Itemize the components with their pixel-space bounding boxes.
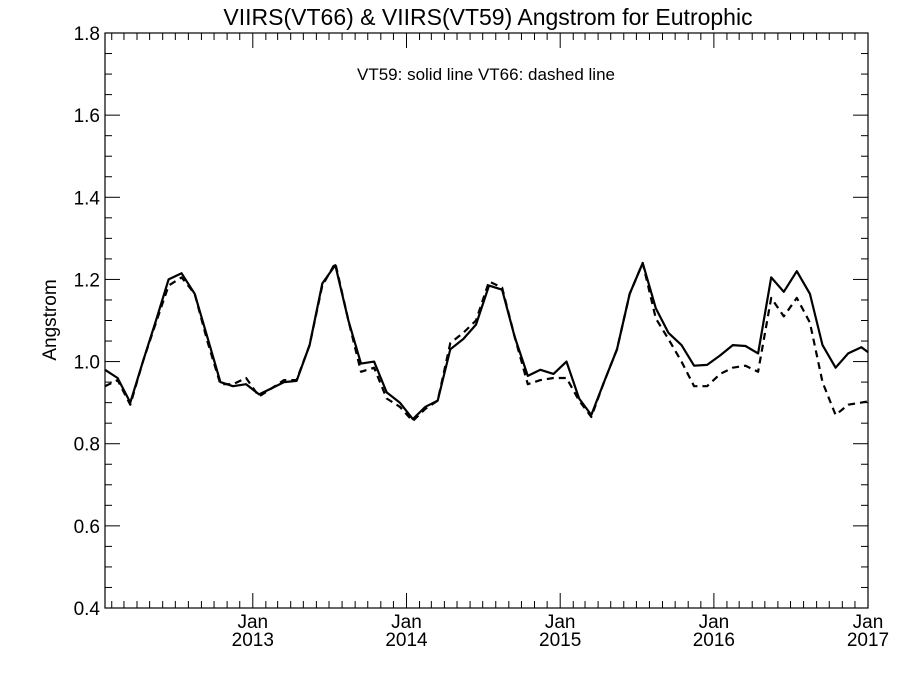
y-tick-label: 0.4 xyxy=(74,599,101,620)
x-tick-year-label: 2017 xyxy=(847,630,889,651)
x-tick-year-label: 2013 xyxy=(232,630,274,651)
y-axis-label: Angstrom xyxy=(40,279,61,360)
x-tick-month-label: Jan xyxy=(545,612,576,633)
y-tick-label: 1.0 xyxy=(74,353,100,374)
x-tick-month-label: Jan xyxy=(391,612,422,633)
y-tick-label: 1.8 xyxy=(74,24,100,45)
series-line-vt66 xyxy=(104,261,869,423)
y-tick-label: 0.8 xyxy=(74,435,100,456)
y-tick-label: 1.6 xyxy=(74,106,100,127)
line-style-note: VT59: solid line VT66: dashed line xyxy=(357,65,615,84)
plot-frame xyxy=(104,32,869,609)
x-tick-year-label: 2015 xyxy=(539,630,581,651)
chart-title: VIIRS(VT66) & VIIRS(VT59) Angstrom for E… xyxy=(223,4,752,30)
x-tick-year-label: 2014 xyxy=(385,630,428,651)
series-line-vt59 xyxy=(104,261,869,421)
axis-ticks xyxy=(105,32,869,609)
x-tick-year-label: 2016 xyxy=(693,630,735,651)
y-tick-label: 1.2 xyxy=(74,270,100,291)
x-tick-month-label: Jan xyxy=(699,612,730,633)
y-tick-label: 1.4 xyxy=(74,188,101,209)
y-tick-labels: 0.4 0.6 0.8 1.0 1.2 1.4 1.6 1.8 xyxy=(74,24,101,620)
x-tick-month-label: Jan xyxy=(237,612,268,633)
x-tick-month-label: Jan xyxy=(853,612,884,633)
series-lines xyxy=(104,261,869,423)
y-tick-label: 0.6 xyxy=(74,517,100,538)
